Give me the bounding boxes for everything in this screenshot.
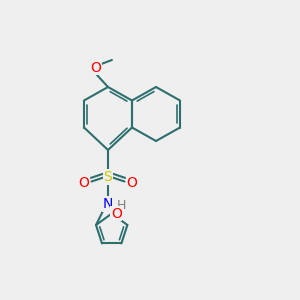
Text: O: O [111, 207, 122, 220]
Text: O: O [127, 176, 137, 190]
Text: H: H [117, 199, 126, 212]
Text: O: O [90, 61, 101, 74]
Text: N: N [103, 197, 113, 211]
Text: O: O [79, 176, 89, 190]
Text: S: S [103, 170, 112, 184]
